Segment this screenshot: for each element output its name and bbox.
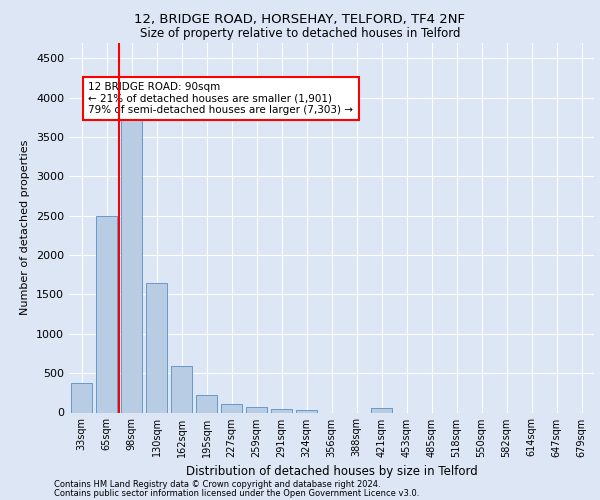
- Bar: [171, 366, 192, 412]
- Bar: [246, 408, 267, 412]
- Bar: [121, 118, 142, 412]
- Text: 12 BRIDGE ROAD: 90sqm
← 21% of detached houses are smaller (1,901)
79% of semi-d: 12 BRIDGE ROAD: 90sqm ← 21% of detached …: [89, 82, 353, 115]
- Bar: [146, 284, 167, 412]
- Text: Contains HM Land Registry data © Crown copyright and database right 2024.: Contains HM Land Registry data © Crown c…: [54, 480, 380, 489]
- Text: Size of property relative to detached houses in Telford: Size of property relative to detached ho…: [140, 28, 460, 40]
- Text: Contains public sector information licensed under the Open Government Licence v3: Contains public sector information licen…: [54, 488, 419, 498]
- Bar: [296, 410, 317, 412]
- Bar: [71, 384, 92, 412]
- Bar: [196, 395, 217, 412]
- Bar: [271, 409, 292, 412]
- Y-axis label: Number of detached properties: Number of detached properties: [20, 140, 31, 315]
- Bar: [221, 404, 242, 412]
- X-axis label: Distribution of detached houses by size in Telford: Distribution of detached houses by size …: [185, 465, 478, 478]
- Bar: [96, 216, 117, 412]
- Bar: [371, 408, 392, 412]
- Text: 12, BRIDGE ROAD, HORSEHAY, TELFORD, TF4 2NF: 12, BRIDGE ROAD, HORSEHAY, TELFORD, TF4 …: [134, 12, 466, 26]
